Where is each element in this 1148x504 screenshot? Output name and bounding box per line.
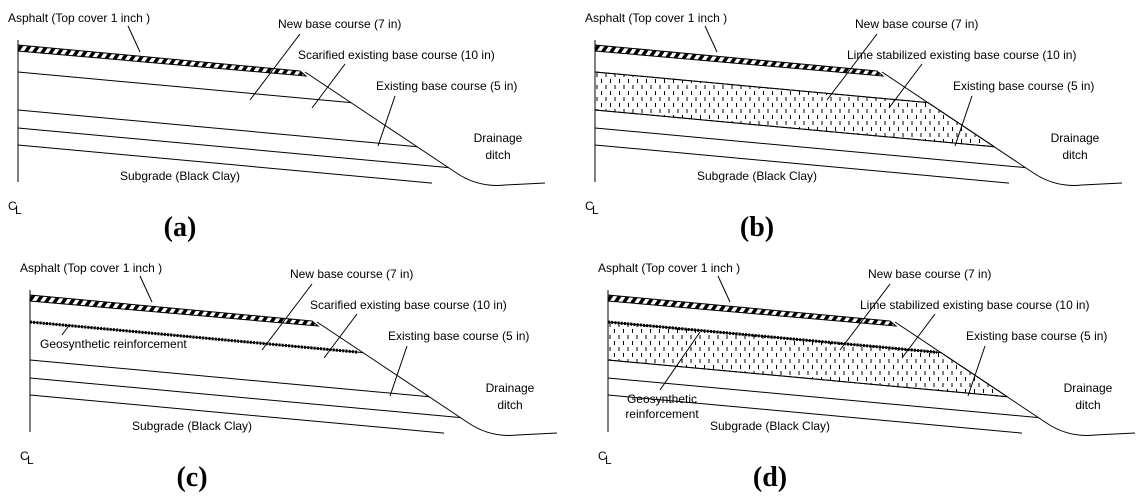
leader-line <box>323 313 358 359</box>
drainage-label: Drainage <box>1051 131 1100 145</box>
layer-boundary <box>17 127 449 169</box>
side-slope <box>316 321 558 436</box>
layer-boundary <box>29 377 461 419</box>
geosynthetic-label: Geosynthetic <box>627 392 697 406</box>
leader-line <box>826 33 878 101</box>
subgrade-boundary <box>607 394 1023 434</box>
asphalt-layer <box>607 294 898 327</box>
leader-line <box>311 63 346 109</box>
layer-boundary <box>594 71 929 104</box>
leader-line <box>127 25 141 53</box>
leader-line <box>967 345 986 397</box>
layer-boundary <box>594 127 1026 169</box>
centerline-label: C <box>598 449 607 463</box>
layer-boundary <box>17 109 418 148</box>
leader-line <box>261 283 313 351</box>
geosynthetic <box>29 320 358 354</box>
panel-label: (c) <box>176 462 207 493</box>
existing-base-label: Existing base course (5 in) <box>966 329 1107 343</box>
centerline-sub: L <box>605 453 612 467</box>
middle-layer-label: Lime stabilized existing base course (10… <box>860 298 1089 312</box>
existing-base-label: Existing base course (5 in) <box>376 79 517 93</box>
asphalt-label: Asphalt (Top cover 1 inch ) <box>20 261 162 275</box>
panel-label: (b) <box>740 212 774 243</box>
centerline-label: C <box>8 199 17 213</box>
leader-line <box>717 275 731 303</box>
side-slope <box>881 71 1123 186</box>
stabilized-layer <box>607 321 1008 398</box>
layer-boundary <box>594 109 995 148</box>
new-base-label: New base course (7 in) <box>278 17 401 31</box>
subgrade-boundary <box>594 144 1010 184</box>
layer-boundary <box>607 377 1039 419</box>
panel-label: (d) <box>753 462 787 493</box>
leader-line <box>389 345 408 397</box>
panel-label: (a) <box>164 212 197 243</box>
asphalt-label: Asphalt (Top cover 1 inch ) <box>598 261 740 275</box>
subgrade-boundary <box>29 394 445 434</box>
geosynthetic-label: Geosynthetic reinforcement <box>40 337 187 351</box>
drainage-label: ditch <box>485 148 510 162</box>
leader-line <box>954 95 973 147</box>
leader-line <box>901 313 936 359</box>
centerline-sub: L <box>27 453 34 467</box>
centerline-label: C <box>585 199 594 213</box>
asphalt-layer <box>29 294 320 327</box>
existing-base-label: Existing base course (5 in) <box>953 79 1094 93</box>
leader-line <box>659 331 701 391</box>
side-slope <box>304 71 546 186</box>
new-base-label: New base course (7 in) <box>855 17 978 31</box>
layer-boundary <box>607 359 1008 398</box>
panel: Asphalt (Top cover 1 inch ) New base cour… <box>598 261 1136 493</box>
asphalt-label: Asphalt (Top cover 1 inch ) <box>585 11 727 25</box>
subgrade-label: Subgrade (Black Clay) <box>132 419 252 433</box>
drainage-label: Drainage <box>486 381 535 395</box>
asphalt-layer <box>17 44 308 77</box>
centerline-sub: L <box>15 203 22 217</box>
leader-line <box>249 33 301 101</box>
centerline-label: C <box>20 449 29 463</box>
drainage-label: ditch <box>1062 148 1087 162</box>
geosynthetic <box>607 320 938 354</box>
leader-line <box>704 25 718 53</box>
drainage-label: ditch <box>497 398 522 412</box>
leader-line <box>839 283 891 351</box>
middle-layer-label: Lime stabilized existing base course (10… <box>847 48 1076 62</box>
new-base-label: New base course (7 in) <box>290 267 413 281</box>
middle-layer-label: Scarified existing base course (10 in) <box>310 298 507 312</box>
asphalt-label: Asphalt (Top cover 1 inch ) <box>8 11 150 25</box>
geosynthetic-label: reinforcement <box>625 407 699 421</box>
layer-boundary <box>29 359 430 398</box>
leader-line <box>61 323 71 336</box>
panel: Asphalt (Top cover 1 inch ) New base cour… <box>585 11 1123 243</box>
panel: Asphalt (Top cover 1 inch ) New base cour… <box>20 261 558 493</box>
asphalt-layer <box>594 44 885 77</box>
leader-line <box>139 275 153 303</box>
layer-boundary <box>17 71 352 104</box>
leader-line <box>888 63 923 109</box>
new-base-label: New base course (7 in) <box>868 267 991 281</box>
existing-base-label: Existing base course (5 in) <box>388 329 529 343</box>
centerline-sub: L <box>592 203 599 217</box>
drainage-label: Drainage <box>1064 381 1113 395</box>
leader-line <box>377 95 396 147</box>
stabilized-layer <box>594 71 995 148</box>
subgrade-label: Subgrade (Black Clay) <box>710 419 830 433</box>
drainage-label: Drainage <box>474 131 523 145</box>
subgrade-label: Subgrade (Black Clay) <box>697 169 817 183</box>
middle-layer-label: Scarified existing base course (10 in) <box>298 48 495 62</box>
subgrade-label: Subgrade (Black Clay) <box>120 169 240 183</box>
panel: Asphalt (Top cover 1 inch ) New base cour… <box>8 11 546 243</box>
subgrade-boundary <box>17 144 433 184</box>
side-slope <box>894 321 1136 436</box>
drainage-label: ditch <box>1075 398 1100 412</box>
